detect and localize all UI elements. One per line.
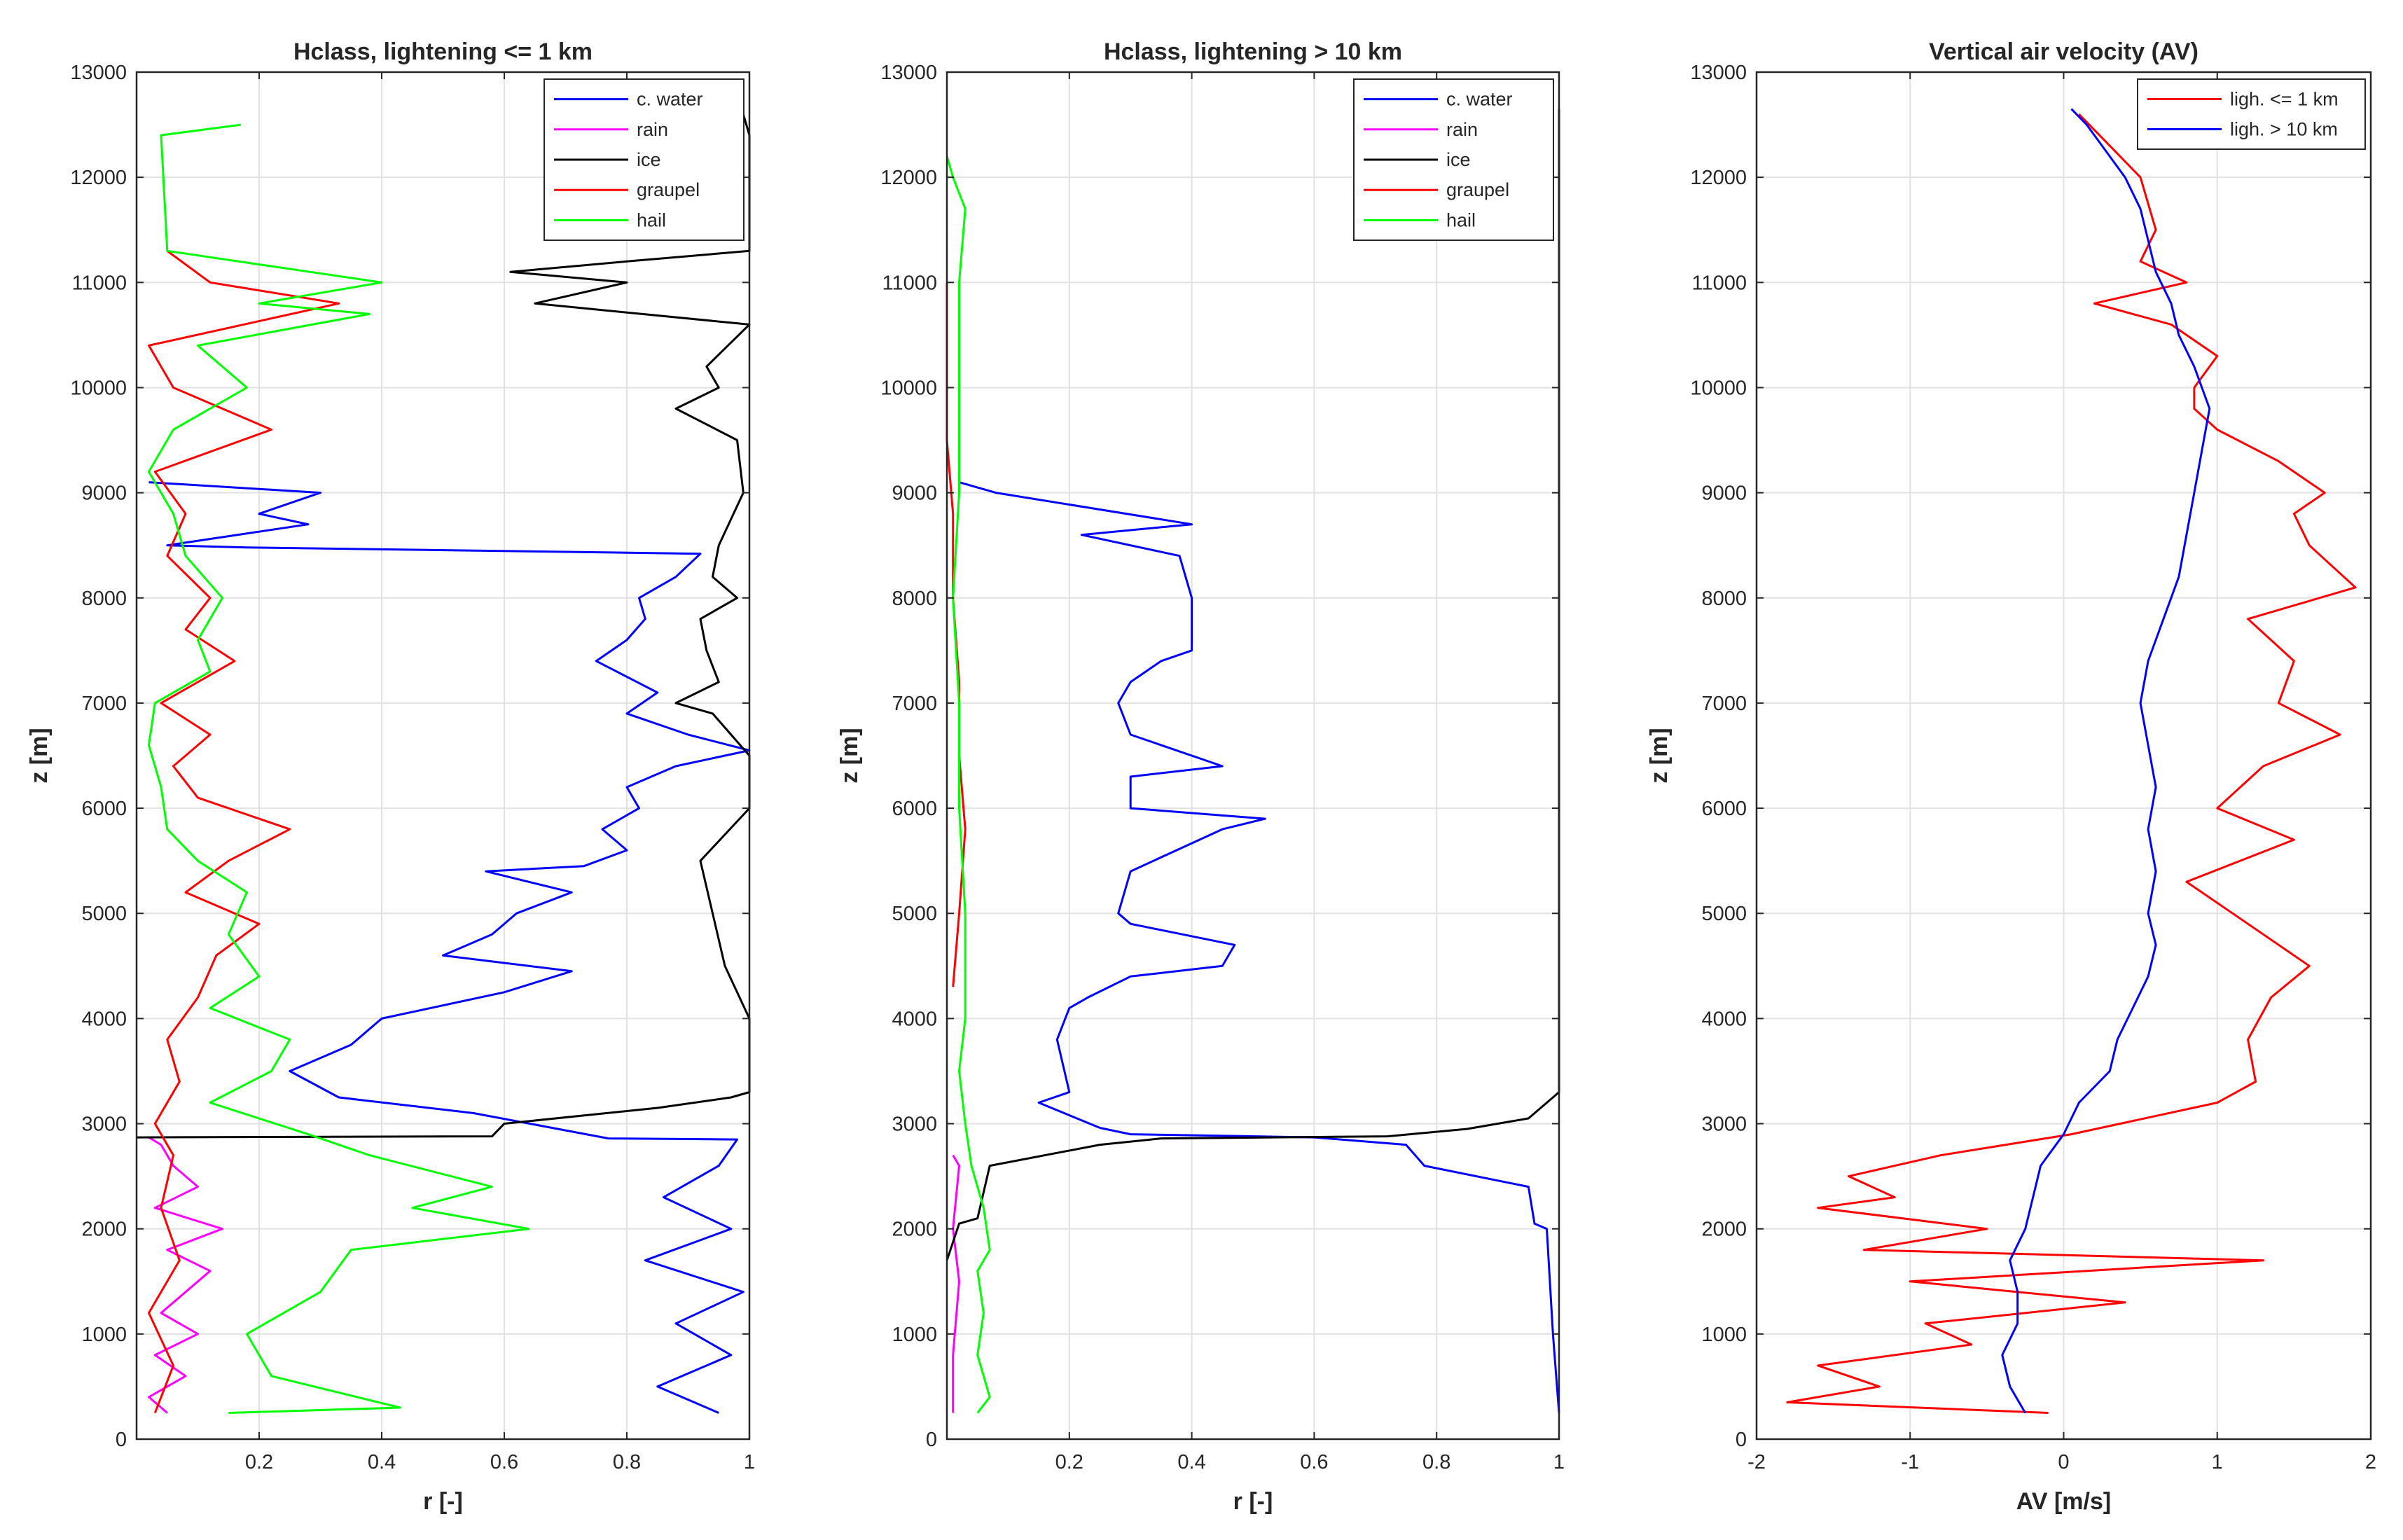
y-tick-label: 9000	[1701, 483, 1747, 505]
y-axis-label: z [m]	[836, 728, 863, 783]
series-line-hail	[946, 155, 991, 1414]
y-tick-label: 7000	[892, 693, 937, 715]
legend-label: c. water	[637, 89, 703, 110]
series-line-rain	[148, 1136, 223, 1414]
chart-panel-2: 0.2 0.4 0.6 0.8 1 0 1000 2000 3000 4000 5000 6000 70…	[836, 39, 1565, 1515]
legend-label: c. water	[1446, 89, 1513, 110]
series-line-c-water	[148, 481, 751, 1414]
series-line-graupel	[148, 250, 340, 1414]
y-tick-label: 11000	[882, 272, 938, 294]
y-tick-label: 6000	[81, 798, 127, 820]
y-tick-label: 3000	[81, 1114, 127, 1136]
y-tick-label: 7000	[81, 693, 127, 715]
legend-box	[2137, 78, 2366, 150]
y-tick-label: 6000	[892, 798, 937, 820]
y-tick-label: 10000	[880, 377, 937, 399]
y-tick-label: 3000	[892, 1114, 937, 1136]
x-tick-label: 0.2	[245, 1451, 273, 1473]
x-tick-label: 0.6	[1300, 1451, 1328, 1473]
legend-label: ice	[637, 149, 661, 170]
plot-area	[947, 72, 1559, 1439]
y-tick-label: 1000	[892, 1324, 937, 1346]
chart-panel-1: 0.2 0.4 0.6 0.8 1 0 1000 2000 3000 4000 5000 6000 70…	[26, 39, 755, 1515]
axes-box	[135, 71, 751, 1441]
y-tick-label: 12000	[70, 167, 127, 189]
y-axis-label: z [m]	[26, 728, 53, 783]
chart-title: Hclass, lightening <= 1 km	[293, 39, 593, 65]
legend: c. water rain ice graupel hail	[543, 78, 745, 241]
y-tick-label: 8000	[81, 588, 127, 610]
y-tick-label: 10000	[1690, 377, 1747, 399]
x-tick-label: 1	[1553, 1451, 1565, 1473]
legend-label: rain	[637, 119, 668, 140]
y-tick-label: 12000	[880, 167, 937, 189]
legend-label: ice	[1446, 149, 1471, 170]
x-tick-label: 1	[744, 1451, 755, 1473]
chart-panel-3: -2 -1 0 1 2 0 1000 2000 3000 4000 5000 6000 7000 8000…	[1646, 39, 2376, 1515]
y-tick-label: 10000	[70, 377, 127, 399]
legend-label: ligh. > 10 km	[2230, 119, 2338, 140]
y-tick-label: 6000	[1701, 798, 1747, 820]
y-tick-label: 1000	[1701, 1324, 1747, 1346]
y-tick-label: 12000	[1690, 167, 1747, 189]
x-tick-label: 0.2	[1055, 1451, 1083, 1473]
chart-title: Hclass, lightening > 10 km	[1104, 39, 1402, 65]
axes-box	[946, 71, 1560, 1441]
y-tick-label: 5000	[892, 903, 937, 925]
y-tick-label: 0	[116, 1429, 127, 1451]
x-tick-label: 0	[2058, 1451, 2069, 1473]
y-tick-label: 8000	[892, 588, 937, 610]
series-line-ligh-1-km	[1786, 113, 2357, 1414]
legend-label: graupel	[637, 179, 700, 200]
y-tick-label: 9000	[81, 483, 127, 505]
x-tick-label: 0.8	[1422, 1451, 1450, 1473]
x-tick-label: 0.4	[1177, 1451, 1205, 1473]
legend-label: graupel	[1446, 179, 1509, 200]
chart-title: Vertical air velocity (AV)	[1929, 39, 2198, 65]
legend-label: hail	[637, 209, 666, 230]
plot-area	[137, 72, 749, 1439]
x-tick-label: -1	[1901, 1451, 1919, 1473]
legend: c. water rain ice graupel hail	[1353, 78, 1554, 241]
y-tick-label: 4000	[1701, 1008, 1747, 1030]
legend: ligh. <= 1 km ligh. > 10 km	[2137, 78, 2366, 150]
y-tick-label: 1000	[81, 1324, 127, 1346]
x-tick-label: -2	[1747, 1451, 1766, 1473]
x-axis-label: r [-]	[1233, 1488, 1273, 1515]
y-axis-label: z [m]	[1646, 728, 1673, 783]
y-tick-label: 5000	[1701, 903, 1747, 925]
x-tick-label: 0.8	[613, 1451, 641, 1473]
y-tick-label: 11000	[1692, 272, 1747, 294]
y-tick-label: 3000	[1701, 1114, 1747, 1136]
y-tick-label: 4000	[81, 1008, 127, 1030]
y-tick-label: 2000	[1701, 1219, 1747, 1241]
legend-label: ligh. <= 1 km	[2230, 89, 2339, 110]
y-tick-label: 11000	[72, 272, 127, 294]
legend-label: hail	[1446, 209, 1476, 230]
y-tick-label: 13000	[880, 62, 937, 84]
y-tick-label: 4000	[892, 1008, 937, 1030]
x-axis-label: r [-]	[423, 1488, 463, 1515]
x-tick-label: 2	[2365, 1451, 2376, 1473]
series-line-hail	[148, 123, 530, 1414]
x-tick-label: 0.4	[368, 1451, 396, 1473]
y-tick-label: 2000	[892, 1219, 937, 1241]
x-tick-label: 0.6	[490, 1451, 518, 1473]
y-tick-label: 7000	[1701, 693, 1747, 715]
y-tick-label: 13000	[70, 62, 127, 84]
series-line-ligh-10-km	[2001, 108, 2211, 1414]
y-tick-label: 2000	[81, 1219, 127, 1241]
y-tick-label: 0	[926, 1429, 937, 1451]
series-line-c-water	[959, 481, 1560, 1413]
legend-label: rain	[1446, 119, 1478, 140]
series-line-rain	[952, 1154, 960, 1413]
y-tick-label: 13000	[1690, 62, 1747, 84]
y-tick-label: 5000	[81, 903, 127, 925]
y-tick-label: 8000	[1701, 588, 1747, 610]
x-tick-label: 1	[2212, 1451, 2223, 1473]
y-tick-label: 0	[1736, 1429, 1747, 1451]
y-tick-label: 9000	[892, 483, 937, 505]
x-axis-label: AV [m/s]	[2016, 1488, 2111, 1515]
